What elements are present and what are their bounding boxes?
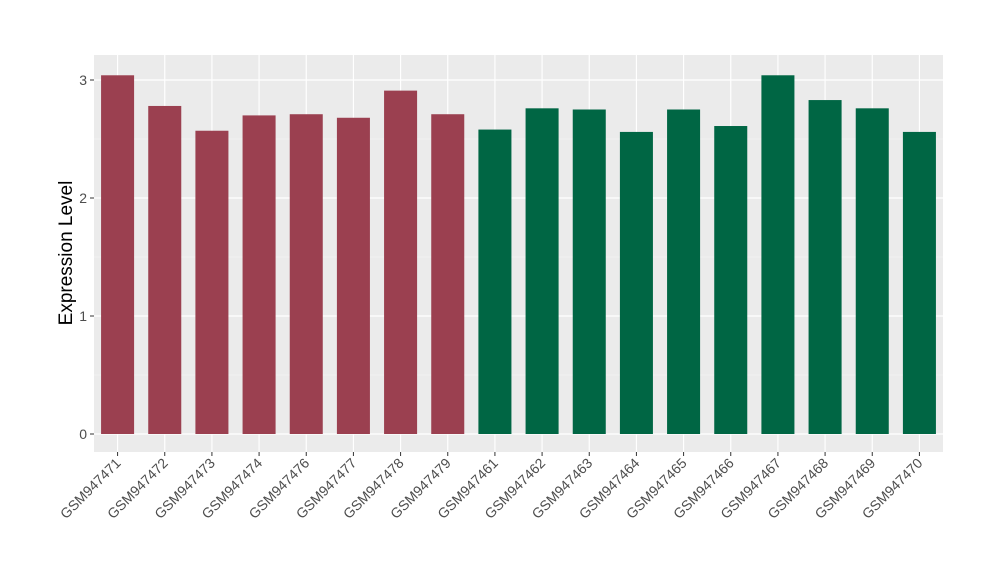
bar-GSM947478 — [384, 90, 418, 435]
y-tick-label: 1 — [79, 308, 87, 324]
y-tick-label: 2 — [79, 190, 87, 206]
y-tick-label: 0 — [79, 426, 87, 442]
bars — [101, 75, 936, 435]
bar-GSM947467 — [761, 75, 795, 434]
bar-GSM947479 — [431, 114, 465, 434]
y-axis: 0 1 2 3 — [79, 72, 94, 442]
y-axis-label: Expression Level — [56, 181, 77, 326]
bar-GSM947465 — [667, 109, 701, 434]
bar-GSM947472 — [148, 105, 182, 435]
bar-GSM947463 — [572, 109, 606, 434]
bar-GSM947473 — [195, 130, 229, 435]
bar-GSM947461 — [478, 129, 512, 434]
bar-GSM947474 — [242, 115, 276, 435]
x-axis: GSM947471GSM947472GSM947473GSM947474GSM9… — [57, 452, 926, 522]
bar-GSM947471 — [101, 75, 135, 434]
plot-panel — [94, 55, 943, 452]
bar-GSM947476 — [289, 114, 323, 434]
bar-GSM947469 — [855, 108, 889, 434]
bar-GSM947466 — [714, 126, 748, 435]
bar-GSM947464 — [619, 131, 653, 435]
bar-GSM947470 — [902, 131, 936, 435]
bar-GSM947477 — [336, 117, 370, 434]
bar-GSM947462 — [525, 108, 559, 434]
y-tick-label: 3 — [79, 72, 87, 88]
bar-GSM947468 — [808, 100, 842, 434]
